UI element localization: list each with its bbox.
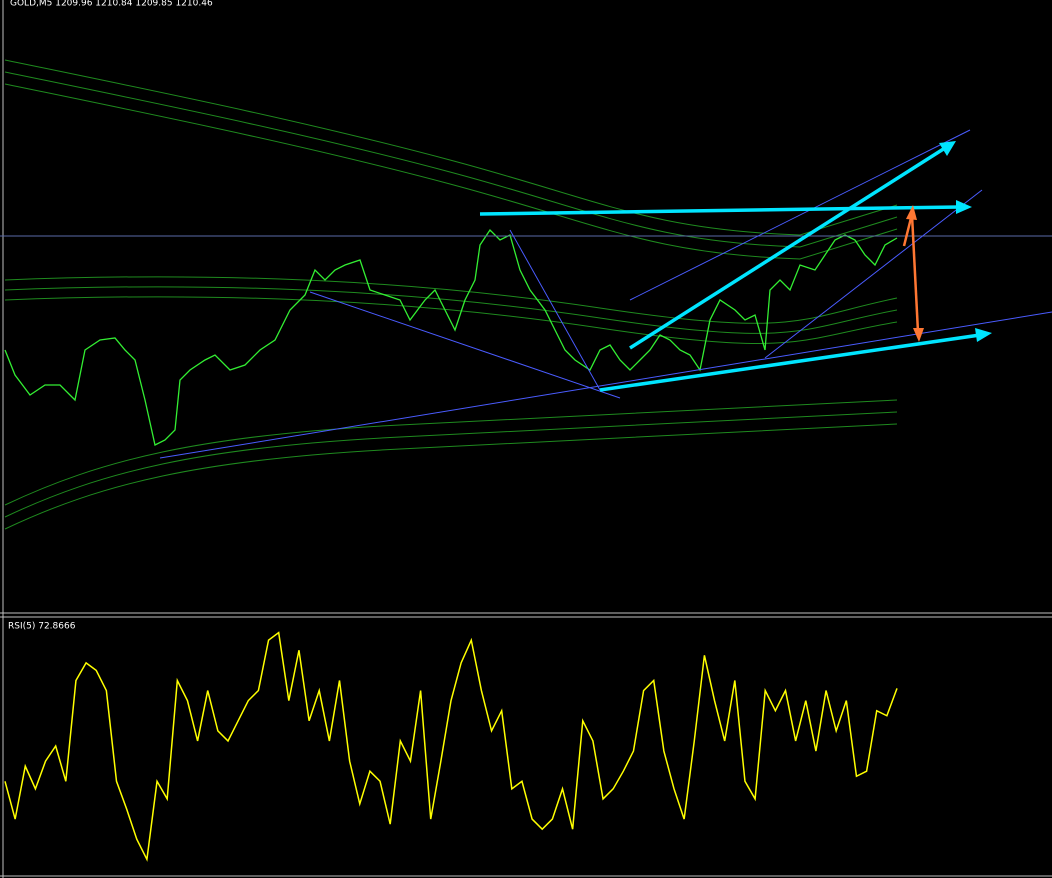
envelope-bands xyxy=(4,59,898,530)
symbol-header: GOLD,M5 1209.96 1210.84 1209.85 1210.46 xyxy=(10,0,213,9)
channel-arrows xyxy=(479,141,992,392)
price-candles xyxy=(4,228,898,446)
trend-lines xyxy=(0,129,1052,459)
rsi-line xyxy=(4,631,898,862)
range-arrow xyxy=(902,205,924,342)
indicator-title: RSI(5) 72.8666 xyxy=(8,622,76,632)
